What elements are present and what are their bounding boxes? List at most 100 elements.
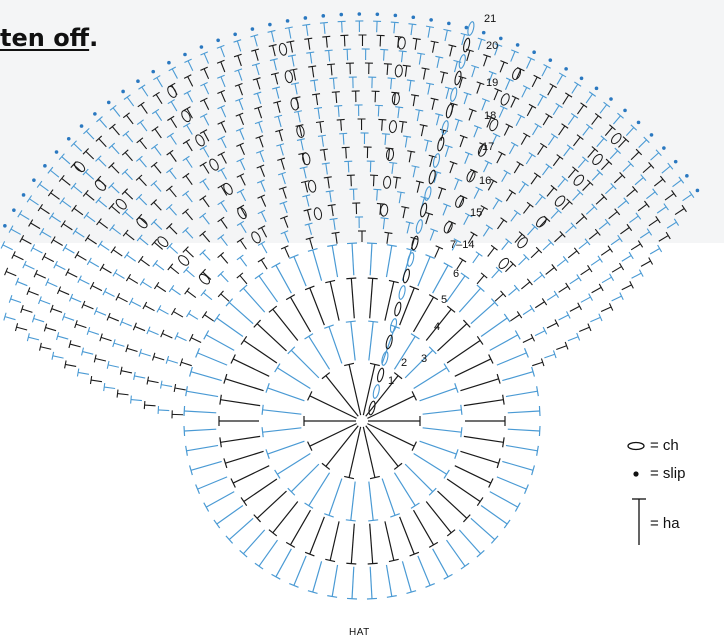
hdc-stitch [497, 219, 505, 230]
chain-oval [157, 236, 169, 247]
round-label: 17 [482, 141, 494, 153]
hdc-stitch-top [566, 311, 571, 319]
chain-oval [223, 182, 233, 195]
hdc-stitch-top [82, 148, 90, 155]
hdc-stitch-top [678, 176, 685, 184]
hdc-stitch [162, 333, 173, 339]
hdc-stitch [650, 152, 660, 161]
hdc-stitch-top [184, 58, 192, 64]
hdc-stitch-top [411, 391, 417, 401]
hdc-stitch [487, 247, 495, 257]
hdc-stitch-top [448, 44, 457, 48]
hdc-stitch-top [608, 303, 614, 311]
hdc-stitch [169, 245, 179, 254]
chain-oval [394, 301, 402, 317]
hdc-stitch [202, 271, 212, 280]
hdc-stitch [416, 110, 420, 122]
hdc-stitch-top [22, 260, 27, 269]
hdc-stitch-top [61, 312, 66, 321]
hdc-stitch [642, 164, 652, 174]
hdc-stitch-top [576, 332, 581, 341]
hdc-stitch [61, 156, 71, 165]
hdc-stitch-top [538, 405, 541, 417]
hdc-stitch [612, 115, 621, 125]
hdc-stitch [112, 249, 123, 257]
hdc-stitch-top [170, 307, 176, 316]
hdc-stitch-top [345, 519, 356, 522]
hdc-stitch-top [659, 175, 666, 183]
chain-oval [467, 21, 475, 36]
hdc-stitch-top [398, 50, 407, 53]
round-label: 16 [479, 175, 491, 187]
hdc-stitch-top [588, 293, 593, 301]
hdc-stitch-top [495, 266, 503, 273]
hdc-stitch-top [272, 86, 281, 90]
hdc-stitch [425, 308, 452, 341]
hdc-stitch [634, 177, 644, 186]
hdc-stitch [507, 410, 540, 414]
chain-oval [313, 207, 323, 221]
hdc-stitch-top [344, 362, 355, 367]
hdc-stitch-top [136, 119, 144, 126]
hdc-stitch [43, 256, 55, 263]
hdc-stitch [139, 237, 149, 246]
chain-oval [388, 120, 397, 134]
hdc-stitch-top [33, 269, 38, 278]
hdc-stitch [585, 93, 593, 104]
hdc-stitch [148, 329, 159, 336]
hdc-stitch-top [30, 244, 36, 252]
hdc-stitch [277, 367, 311, 390]
hdc-stitch [513, 163, 521, 174]
hdc-stitch-top [490, 244, 498, 251]
hdc-stitch-top [135, 193, 143, 201]
hdc-stitch-top [17, 210, 23, 218]
hdc-stitch [130, 399, 142, 402]
hdc-stitch-top [60, 220, 66, 228]
hdc-stitch-top [459, 257, 467, 263]
hdc-stitch-top [425, 211, 434, 216]
hdc-stitch [631, 272, 642, 279]
hdc-stitch [656, 206, 667, 214]
hdc-stitch-top [217, 183, 225, 189]
slip-stitch-dot [285, 19, 290, 23]
hdc-stitch-top [233, 39, 242, 43]
hdc-stitch [573, 136, 581, 147]
hdc-stitch-top [284, 26, 293, 30]
hdc-stitch-top [166, 223, 173, 230]
hdc-stitch-top [477, 37, 486, 42]
hdc-stitch-top [287, 54, 296, 57]
hdc-stitch [341, 21, 343, 33]
hdc-stitch [567, 115, 576, 126]
hdc-stitch [510, 51, 516, 62]
hdc-stitch [188, 313, 199, 320]
hdc-stitch [167, 359, 179, 364]
hdc-stitch [492, 199, 500, 210]
hdc-stitch [510, 314, 520, 322]
hdc-stitch [203, 84, 210, 95]
hdc-stitch-top [38, 296, 42, 305]
hdc-stitch [408, 151, 412, 163]
hdc-stitch [379, 35, 382, 47]
hdc-stitch [432, 548, 449, 578]
hdc-stitch [342, 133, 345, 145]
hdc-stitch [73, 207, 84, 216]
hdc-stitch-top [307, 247, 318, 252]
hdc-stitch-top [367, 277, 378, 280]
hdc-stitch-top [325, 190, 334, 193]
legend-symbols [627, 441, 646, 545]
hdc-stitch [419, 387, 457, 402]
hdc-stitch [101, 266, 112, 274]
hdc-stitch-top [665, 231, 671, 240]
hdc-stitch-top [290, 82, 300, 85]
hdc-stitch-top [503, 519, 511, 529]
hdc-stitch [621, 255, 632, 262]
hdc-stitch-top [195, 484, 201, 494]
hdc-stitch-top [304, 502, 314, 509]
hdc-stitch [154, 146, 162, 156]
hdc-stitch-top [240, 497, 248, 507]
hdc-stitch-top [443, 262, 453, 269]
hdc-stitch [256, 93, 262, 104]
hdc-stitch-top [150, 143, 159, 150]
hdc-stitch-top [476, 335, 484, 345]
hdc-stitch-top [476, 549, 485, 558]
